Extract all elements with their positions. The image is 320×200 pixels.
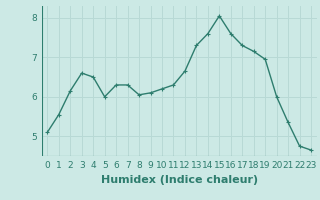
- X-axis label: Humidex (Indice chaleur): Humidex (Indice chaleur): [100, 175, 258, 185]
